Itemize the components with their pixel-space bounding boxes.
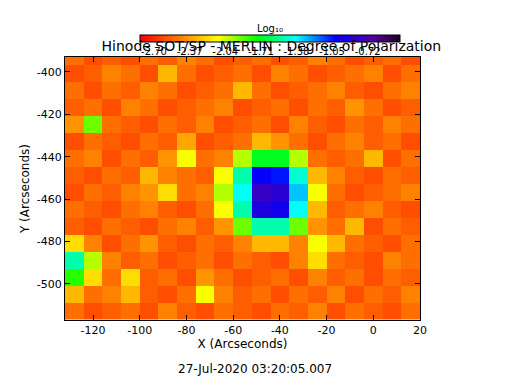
svg-text:-1.05: -1.05 bbox=[319, 46, 345, 57]
svg-text:-100: -100 bbox=[127, 324, 152, 337]
svg-text:-1.38: -1.38 bbox=[283, 46, 309, 57]
svg-text:27-Jul-2020 03:20:05.007: 27-Jul-2020 03:20:05.007 bbox=[178, 362, 332, 376]
svg-text:0: 0 bbox=[370, 324, 377, 337]
svg-text:-460: -460 bbox=[37, 193, 62, 206]
svg-text:-2.37: -2.37 bbox=[177, 46, 203, 57]
svg-text:Log₁₀: Log₁₀ bbox=[257, 23, 283, 34]
svg-text:20: 20 bbox=[413, 324, 427, 337]
svg-text:-400: -400 bbox=[37, 66, 62, 79]
svg-text:-500: -500 bbox=[37, 278, 62, 291]
svg-text:-20: -20 bbox=[318, 324, 336, 337]
svg-text:-120: -120 bbox=[81, 324, 106, 337]
svg-text:X (Arcseconds): X (Arcseconds) bbox=[198, 337, 288, 351]
svg-text:-40: -40 bbox=[271, 324, 289, 337]
svg-text:Hinode SOT/SP - MERLIN : Degre: Hinode SOT/SP - MERLIN : Degree of Polar… bbox=[102, 38, 442, 54]
svg-text:-420: -420 bbox=[37, 108, 62, 121]
svg-text:-0.72: -0.72 bbox=[355, 46, 381, 57]
svg-text:-2.70: -2.70 bbox=[141, 46, 167, 57]
svg-text:-60: -60 bbox=[224, 324, 242, 337]
svg-text:-2.04: -2.04 bbox=[212, 46, 238, 57]
svg-text:Y (Arcseconds): Y (Arcseconds) bbox=[18, 144, 32, 234]
svg-text:-80: -80 bbox=[177, 324, 195, 337]
svg-text:-480: -480 bbox=[37, 235, 62, 248]
svg-text:-440: -440 bbox=[37, 151, 62, 164]
svg-text:-1.71: -1.71 bbox=[248, 46, 274, 57]
